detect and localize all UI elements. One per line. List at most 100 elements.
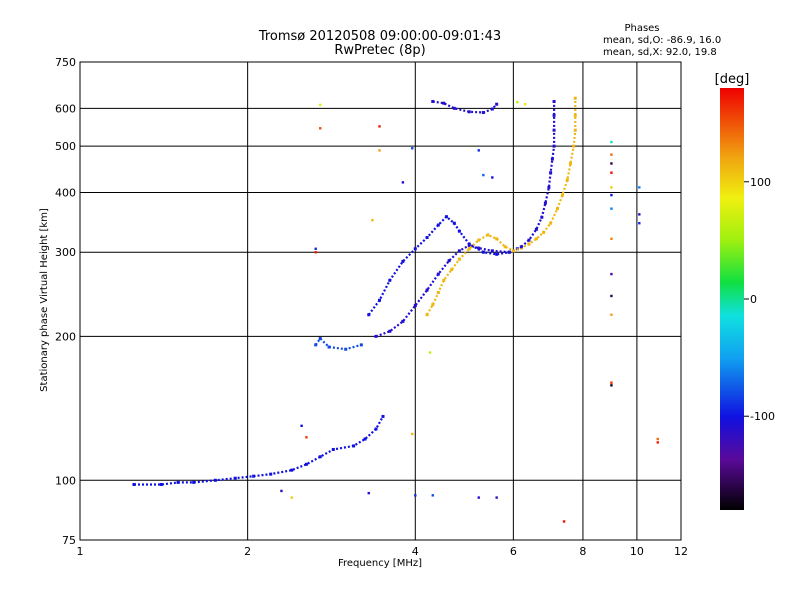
scatter-point [610,186,613,189]
echo-point [176,480,180,484]
colorbar-ticks: 100 0 -100 [744,176,775,423]
echo-point [374,427,378,431]
echo-point [572,144,576,148]
echo-point [540,215,544,219]
phases-heading: Phases [624,23,659,34]
scatter-point [495,496,498,499]
echo-point [495,237,499,241]
scatter-point [431,494,434,497]
echo-point [304,462,308,466]
grid-lines [80,62,681,540]
echo-point [552,113,556,117]
echo-point [543,201,547,205]
scatter-point [367,491,370,495]
data-points [132,96,659,523]
echo-point [569,161,573,165]
scatter-point [610,171,613,174]
echo-point [542,230,546,234]
scatter-point [610,153,613,156]
echo-point [436,223,440,227]
echo-point [314,343,318,347]
echo-point [374,334,378,338]
scatter-point [610,207,613,210]
echo-point [565,178,569,182]
echo-point [269,472,273,476]
scatter-point [477,149,480,152]
echo-point [550,157,554,161]
echo-point [495,252,499,256]
scatter-point [656,441,659,444]
echo-point [457,249,461,253]
x-tick-label: 2 [244,545,251,558]
scatter-point [610,294,613,298]
y-tick-label: 600 [55,102,76,115]
echo-point [192,480,196,484]
echo-point [352,444,356,448]
echo-point [442,101,446,105]
echo-point [442,278,446,282]
echo-point [552,128,556,132]
scatter-point [610,140,613,144]
chart-subtitle: RwPretec (8p) [334,43,425,58]
scatter-point [411,432,414,436]
echo-point [490,107,494,111]
x-tick-label: 4 [412,545,419,558]
echo-point [425,288,429,292]
phases-line-x: mean, sd,X: 92.0, 19.8 [603,47,717,58]
y-tick-label: 300 [55,246,76,259]
echo-point [413,247,417,251]
x-axis-label: Frequency [MHz] [338,558,422,569]
echo-point [413,304,417,308]
echo-point [477,238,481,242]
y-tick-label: 500 [55,140,76,153]
echo-point [425,236,429,240]
scatter-point [300,424,303,428]
scatter-point [482,173,485,177]
echo-point [159,482,163,486]
echo-trace [367,215,518,316]
echo-point [401,259,405,263]
echo-point [388,329,392,333]
echo-point [549,171,553,175]
x-tick-label: 10 [630,545,644,558]
colorbar-tick-label: 0 [750,293,757,306]
echo-point [327,345,331,349]
y-tick-label: 750 [55,56,76,69]
echo-point [457,229,461,233]
scatter-point [378,125,381,128]
scatter-point [491,176,494,179]
echo-point [534,237,538,241]
y-axis-label: Stationary phase Virtual Height [km] [39,208,50,392]
colorbar-tick-label: -100 [750,410,775,423]
echo-point [555,207,559,211]
scatter-point [610,272,613,276]
scatter-point [610,313,613,316]
echo-point [318,455,322,459]
scatter-point [290,496,293,499]
echo-point [450,268,454,272]
echo-point [290,468,294,472]
scatter-point [411,147,414,150]
echo-point [573,113,577,117]
scatter-point [414,494,417,497]
x-tick-label: 6 [510,545,517,558]
echo-point [381,414,385,418]
x-tick-label: 1 [77,545,84,558]
echo-point [573,96,577,100]
scatter-point [638,213,641,216]
echo-trace [520,101,556,248]
echo-point [447,259,451,263]
echo-point [481,111,485,115]
echo-point [490,249,494,253]
echo-trace [375,244,510,338]
phases-line-o: mean, sd,O: -86.9, 16.0 [603,35,721,46]
scatter-point [610,193,613,197]
echo-point [388,278,392,282]
scatter-point [638,222,641,225]
echo-point [452,106,456,110]
echo-point [213,478,217,482]
scatter-point [610,384,613,387]
echo-point [527,238,531,242]
scatter-point [319,103,322,107]
scatter-point [280,489,283,493]
